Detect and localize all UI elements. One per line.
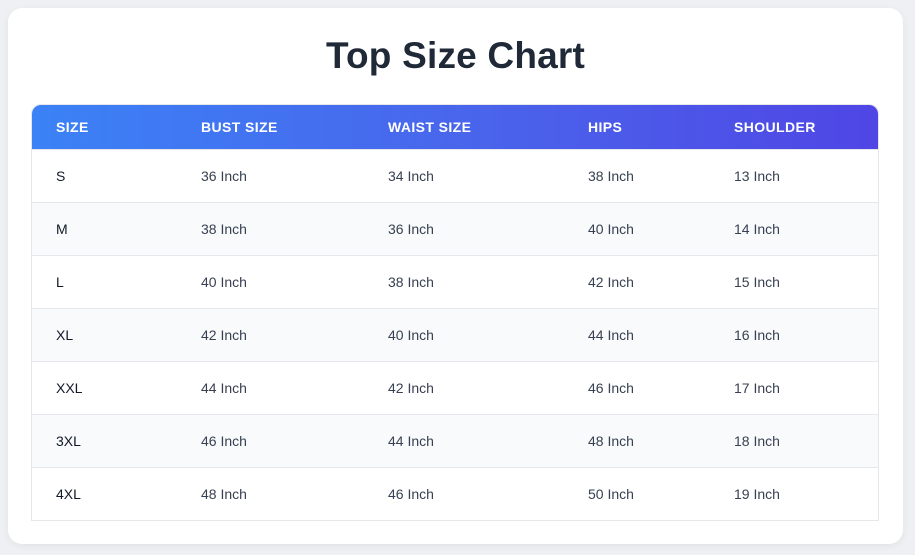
header-row: SIZE BUST SIZE WAIST SIZE HIPS SHOULDER [32, 105, 878, 149]
bust-cell: 48 Inch [201, 466, 388, 520]
header-shoulder: SHOULDER [734, 118, 816, 135]
shoulder-cell: 18 Inch [734, 413, 878, 467]
hips-cell: 46 Inch [588, 360, 734, 414]
table-row: XL 42 Inch 40 Inch 44 Inch 16 Inch [32, 307, 878, 361]
hips-cell: 40 Inch [588, 201, 734, 255]
table-header: SIZE BUST SIZE WAIST SIZE HIPS SHOULDER [32, 105, 878, 149]
shoulder-cell: 14 Inch [734, 201, 878, 255]
waist-cell: 44 Inch [388, 413, 588, 467]
waist-cell: 34 Inch [388, 148, 588, 202]
shoulder-cell: 16 Inch [734, 307, 878, 361]
table-row: XXL 44 Inch 42 Inch 46 Inch 17 Inch [32, 360, 878, 414]
table-row: 3XL 46 Inch 44 Inch 48 Inch 18 Inch [32, 413, 878, 467]
hips-cell: 44 Inch [588, 307, 734, 361]
shoulder-cell: 15 Inch [734, 254, 878, 308]
header-size: SIZE [56, 118, 89, 135]
shoulder-cell: 19 Inch [734, 466, 878, 520]
bust-cell: 38 Inch [201, 201, 388, 255]
header-waist-size: WAIST SIZE [388, 118, 472, 135]
waist-cell: 40 Inch [388, 307, 588, 361]
shoulder-cell: 17 Inch [734, 360, 878, 414]
table-row: 4XL 48 Inch 46 Inch 50 Inch 19 Inch [32, 466, 878, 520]
header-bust-size: BUST SIZE [201, 118, 278, 135]
table-body: S 36 Inch 34 Inch 38 Inch 13 Inch M 38 I… [32, 148, 878, 520]
waist-cell: 46 Inch [388, 466, 588, 520]
hips-cell: 38 Inch [588, 148, 734, 202]
size-cell: XXL [32, 360, 201, 414]
table-row: L 40 Inch 38 Inch 42 Inch 15 Inch [32, 254, 878, 308]
table-row: S 36 Inch 34 Inch 38 Inch 13 Inch [32, 148, 878, 202]
table-row: M 38 Inch 36 Inch 40 Inch 14 Inch [32, 201, 878, 255]
bust-cell: 40 Inch [201, 254, 388, 308]
hips-cell: 42 Inch [588, 254, 734, 308]
bust-cell: 42 Inch [201, 307, 388, 361]
bust-cell: 46 Inch [201, 413, 388, 467]
bust-cell: 44 Inch [201, 360, 388, 414]
size-cell: M [32, 201, 201, 255]
size-cell: 3XL [32, 413, 201, 467]
size-chart-table-container: SIZE BUST SIZE WAIST SIZE HIPS SHOULDER … [31, 104, 879, 521]
hips-cell: 48 Inch [588, 413, 734, 467]
header-hips: HIPS [588, 118, 623, 135]
waist-cell: 42 Inch [388, 360, 588, 414]
size-cell: S [32, 148, 201, 202]
size-chart-table: SIZE BUST SIZE WAIST SIZE HIPS SHOULDER … [32, 105, 878, 520]
size-cell: XL [32, 307, 201, 361]
waist-cell: 36 Inch [388, 201, 588, 255]
hips-cell: 50 Inch [588, 466, 734, 520]
shoulder-cell: 13 Inch [734, 148, 878, 202]
waist-cell: 38 Inch [388, 254, 588, 308]
size-chart-card: Top Size Chart SIZE BUST SIZE WAIST SIZE… [8, 8, 903, 544]
size-cell: 4XL [32, 466, 201, 520]
size-cell: L [32, 254, 201, 308]
bust-cell: 36 Inch [201, 148, 388, 202]
page-title: Top Size Chart [325, 35, 586, 76]
